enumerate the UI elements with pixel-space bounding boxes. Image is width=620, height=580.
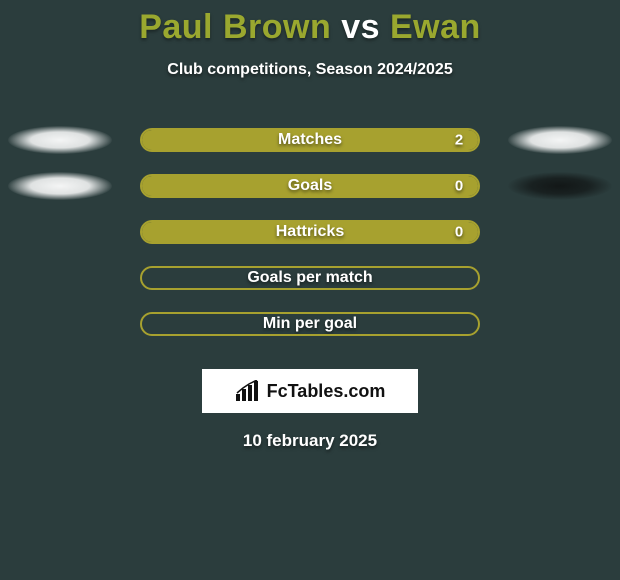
comparison-row: Goals per match — [0, 255, 620, 301]
halo-right — [508, 172, 612, 200]
value-right: 0 — [449, 224, 469, 241]
snapshot-date: 10 february 2025 — [0, 431, 620, 451]
subtitle: Club competitions, Season 2024/2025 — [0, 61, 620, 79]
value-right: 2 — [449, 132, 469, 149]
title-left-name: Paul Brown — [139, 8, 331, 46]
comparison-row: Hattricks0 — [0, 209, 620, 255]
brand-badge: FcTables.com — [202, 369, 418, 413]
comparison-chart: Matches2 Goals0 Hattricks0 Goals per match M… — [0, 117, 620, 347]
brand-text: FcTables.com — [267, 381, 386, 402]
comparison-row: Min per goal — [0, 301, 620, 347]
halo-right — [508, 126, 612, 154]
bar-label: Goals per match — [142, 269, 478, 287]
bar-label: Min per goal — [142, 315, 478, 333]
comparison-row: Goals0 — [0, 163, 620, 209]
title-separator: vs — [341, 8, 380, 46]
bar-fill-right — [142, 176, 478, 196]
bar-track: Goals0 — [140, 174, 480, 198]
bar-fill-right — [142, 222, 478, 242]
value-right: 0 — [449, 178, 469, 195]
halo-left — [8, 172, 112, 200]
comparison-row: Matches2 — [0, 117, 620, 163]
bar-track: Goals per match — [140, 266, 480, 290]
title-right-name: Ewan — [390, 8, 481, 46]
bar-fill-right — [142, 130, 478, 150]
bar-track: Min per goal — [140, 312, 480, 336]
bar-track: Matches2 — [140, 128, 480, 152]
comparison-title: Paul Brown vs Ewan — [0, 0, 620, 47]
halo-left — [8, 126, 112, 154]
bar-track: Hattricks0 — [140, 220, 480, 244]
brand-bars-icon — [235, 380, 261, 402]
